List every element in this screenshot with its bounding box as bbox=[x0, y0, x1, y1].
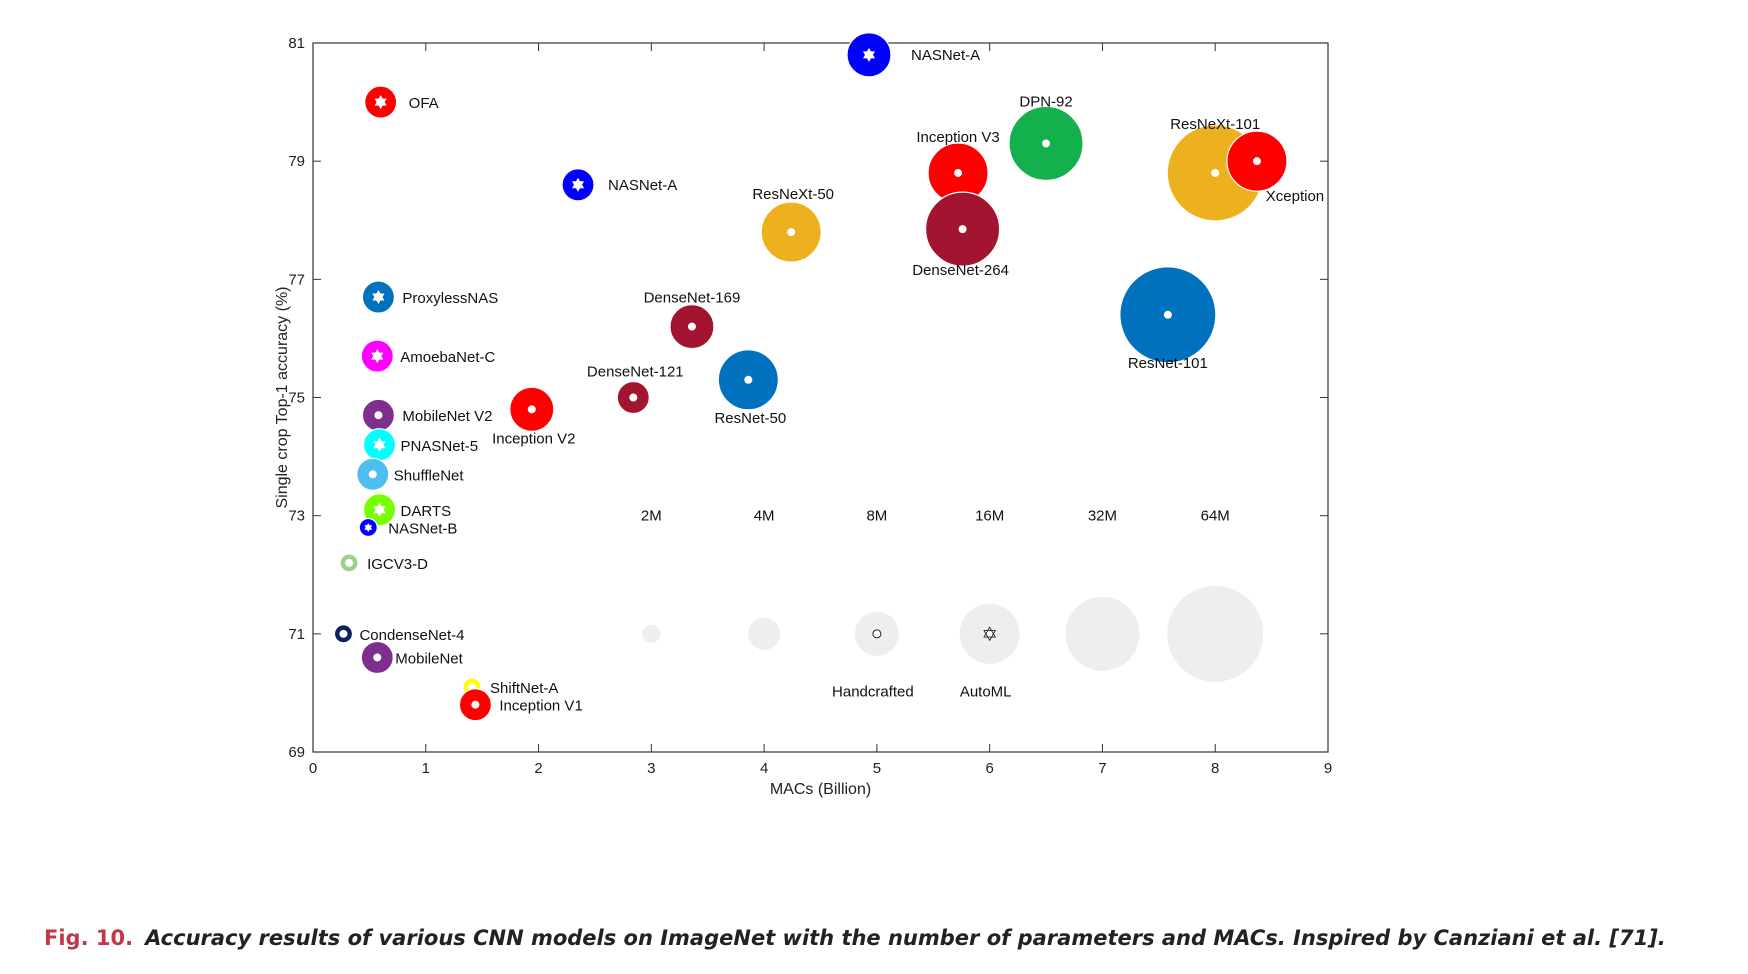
point-label: MobileNet V2 bbox=[402, 408, 492, 425]
x-tick-label: 3 bbox=[647, 760, 655, 777]
x-tick-label: 8 bbox=[1211, 760, 1219, 777]
point-label: PNASNet-5 bbox=[401, 438, 479, 455]
size-legend-label: 64M bbox=[1201, 508, 1230, 525]
point-label: Inception V2 bbox=[492, 430, 575, 447]
figure-caption-text: Accuracy results of various CNN models o… bbox=[145, 926, 1666, 950]
size-legend-bubble bbox=[1065, 596, 1140, 671]
automl-star-icon bbox=[371, 349, 384, 364]
point-label: ResNet-101 bbox=[1128, 355, 1208, 372]
automl-star-icon bbox=[862, 47, 876, 62]
x-axis-label: MACs (Billion) bbox=[770, 781, 871, 798]
figure-caption: Fig. 10. Accuracy results of various CNN … bbox=[44, 926, 1724, 950]
point-label: NASNet-A bbox=[911, 47, 980, 64]
x-tick-label: 6 bbox=[985, 760, 993, 777]
point-label: NASNet-B bbox=[388, 520, 457, 537]
handcrafted-dot-icon bbox=[687, 322, 696, 331]
x-tick-label: 5 bbox=[873, 760, 881, 777]
point-label: OFA bbox=[409, 95, 439, 112]
handcrafted-dot-icon bbox=[1042, 139, 1051, 148]
point-label: MobileNet bbox=[395, 650, 463, 667]
size-legend-label: 4M bbox=[754, 508, 775, 525]
point-label: CondenseNet-4 bbox=[359, 627, 464, 644]
y-tick-label: 73 bbox=[288, 508, 305, 525]
point-label: DPN-92 bbox=[1019, 93, 1072, 110]
point-label: Inception V1 bbox=[499, 698, 582, 715]
size-legend: 2M 4M 8M 16M 32M 64M Handcrafted AutoML bbox=[641, 508, 1264, 701]
size-legend-bubble bbox=[1167, 585, 1264, 682]
y-tick-label: 79 bbox=[288, 153, 305, 170]
figure-number: Fig. 10. bbox=[44, 926, 134, 950]
x-tick-label: 9 bbox=[1324, 760, 1332, 777]
automl-star-icon bbox=[364, 522, 373, 532]
size-legend-label: 8M bbox=[866, 508, 887, 525]
x-tick-label: 1 bbox=[422, 760, 430, 777]
x-tick-label: 4 bbox=[760, 760, 768, 777]
point-label: DenseNet-169 bbox=[644, 290, 741, 307]
y-tick-label: 81 bbox=[288, 35, 305, 52]
x-tick-label: 2 bbox=[534, 760, 542, 777]
y-tick-label: 69 bbox=[288, 744, 305, 761]
point-label: ResNeXt-50 bbox=[752, 186, 834, 203]
automl-star-icon bbox=[374, 95, 387, 110]
point-label: ResNet-50 bbox=[714, 410, 786, 427]
point-label: Inception V3 bbox=[916, 129, 999, 146]
handcrafted-dot-icon bbox=[629, 393, 638, 402]
handcrafted-dot-icon bbox=[471, 700, 480, 709]
handcrafted-dot-icon bbox=[1211, 168, 1220, 177]
automl-star-icon bbox=[373, 502, 386, 517]
handcrafted-dot-icon bbox=[1252, 157, 1261, 166]
handcrafted-dot-icon bbox=[787, 228, 796, 237]
automl-star-icon bbox=[373, 437, 386, 452]
x-tick-label: 7 bbox=[1098, 760, 1106, 777]
point-label: IGCV3-D bbox=[367, 556, 428, 573]
handcrafted-dot-icon bbox=[368, 470, 377, 479]
kind-legend-label: AutoML bbox=[960, 684, 1012, 701]
handcrafted-dot-icon bbox=[958, 225, 967, 234]
y-axis-label: Single crop Top-1 accuracy (%) bbox=[274, 286, 291, 508]
handcrafted-marker-icon bbox=[872, 629, 882, 639]
handcrafted-dot-icon bbox=[374, 411, 383, 420]
handcrafted-dot-icon bbox=[1163, 310, 1172, 319]
size-legend-label: 32M bbox=[1088, 508, 1117, 525]
bubble-layer bbox=[333, 32, 1288, 722]
size-legend-label: 2M bbox=[641, 508, 662, 525]
handcrafted-dot-icon bbox=[373, 653, 382, 662]
point-label: Xception bbox=[1266, 188, 1324, 205]
point-label: ProxylessNAS bbox=[402, 290, 498, 307]
point-label: AmoebaNet-C bbox=[400, 349, 495, 366]
point-label: ShiftNet-A bbox=[490, 680, 558, 697]
point-label: ShuffleNet bbox=[394, 467, 465, 484]
handcrafted-dot-icon bbox=[744, 375, 753, 384]
axes: 0 1 2 3 4 5 6 7 8 9 69 71 73 75 77 79 81 MACs (Billion) Si… bbox=[274, 35, 1332, 798]
automl-marker-icon bbox=[983, 626, 997, 642]
point-label: DenseNet-121 bbox=[587, 364, 684, 381]
y-tick-label: 77 bbox=[288, 271, 305, 288]
handcrafted-dot-icon bbox=[527, 405, 536, 414]
point-label: NASNet-A bbox=[608, 177, 677, 194]
handcrafted-dot-icon bbox=[954, 168, 963, 177]
handcrafted-dot-icon bbox=[339, 629, 348, 638]
point-label: ResNeXt-101 bbox=[1170, 116, 1260, 133]
label-layer: NASNet-A OFA DPN-92 Inception V3 ResNeXt-101… bbox=[359, 47, 1324, 715]
automl-star-icon bbox=[571, 177, 585, 192]
size-legend-bubble bbox=[642, 624, 661, 643]
y-tick-label: 75 bbox=[288, 390, 305, 407]
kind-legend-label: Handcrafted bbox=[832, 684, 914, 701]
size-legend-bubble bbox=[748, 617, 781, 650]
handcrafted-dot-icon bbox=[345, 558, 354, 567]
point-label: DenseNet-264 bbox=[912, 262, 1009, 279]
size-legend-label: 16M bbox=[975, 508, 1004, 525]
bubble-chart: 0 1 2 3 4 5 6 7 8 9 69 71 73 75 77 79 81 MACs (Billion) Si… bbox=[274, 32, 1332, 798]
x-tick-label: 0 bbox=[309, 760, 317, 777]
y-tick-label: 71 bbox=[288, 626, 305, 643]
point-label: DARTS bbox=[401, 503, 452, 520]
automl-star-icon bbox=[372, 290, 385, 305]
